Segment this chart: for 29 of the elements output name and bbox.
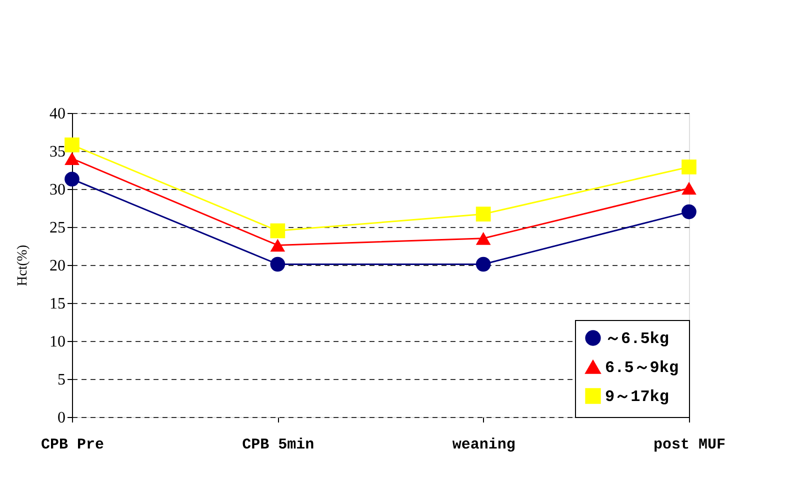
point [476,206,491,222]
point [682,160,696,174]
y-tick-label: 25 [50,220,66,236]
point [682,204,696,220]
legend-label: ～6.5kg [605,330,670,348]
y-tick-label: 15 [50,296,66,312]
legend-label: 6.5～9kg [605,359,679,377]
x-tick-label: post MUF [653,436,726,454]
y-tick-label: 30 [50,182,66,198]
y-tick-label: 35 [50,144,66,160]
y-tick-label: 10 [50,334,66,350]
y-tick-label: 0 [58,410,66,426]
point [476,256,491,272]
point [270,223,286,238]
x-tick-label: CPB 5min [242,436,314,454]
point [270,256,286,272]
point [476,232,491,245]
point [270,238,286,252]
y-tick-label: 40 [50,106,66,122]
y-axis-title: Hct(%) [16,244,30,286]
y-tick-label: 20 [50,258,66,274]
point [682,182,696,195]
y-tick-label: 5 [58,372,66,388]
point [64,172,80,187]
x-tick-label: CPB Pre [40,436,104,454]
point [64,152,80,166]
point [64,138,80,152]
legend-label: 9～17kg [605,388,670,406]
x-tick-label: weaning [452,436,516,454]
